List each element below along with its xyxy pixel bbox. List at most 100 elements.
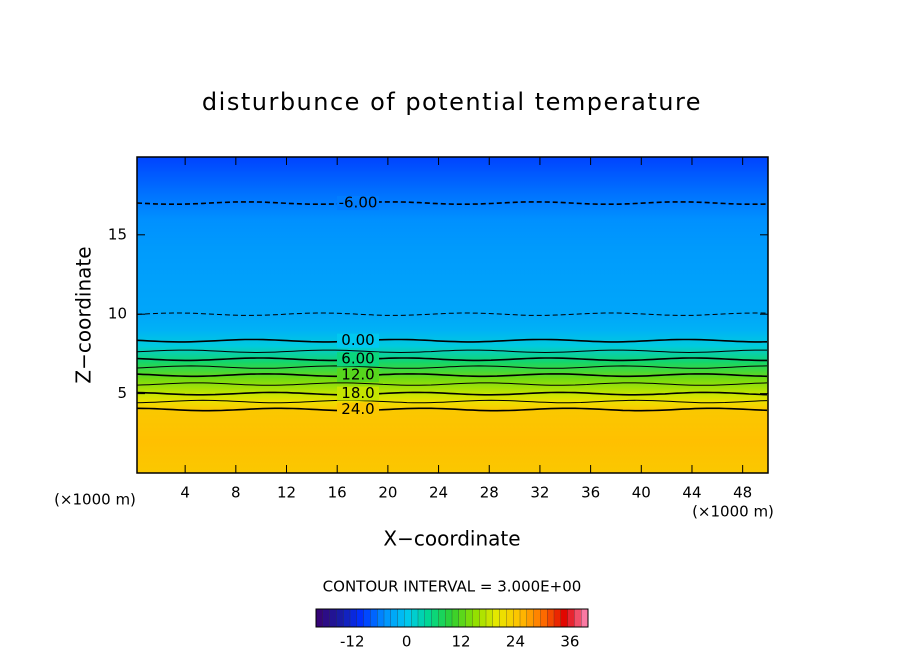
colorbar-tick-label: 0 — [402, 633, 412, 651]
contour-label: -6.00 — [339, 194, 378, 212]
field-band — [137, 330, 768, 347]
colorbar-cell — [363, 608, 371, 628]
colorbar-cell — [411, 608, 419, 628]
y-tick-label: 10 — [108, 305, 127, 323]
x-tick-label: 4 — [180, 484, 190, 502]
colorbar-tick-label: 36 — [560, 633, 579, 651]
colorbar-cell — [356, 608, 365, 628]
field-band — [137, 401, 768, 410]
contour-line — [136, 365, 768, 369]
colorbar-cell — [567, 608, 575, 628]
colorbar-cell — [377, 608, 385, 628]
colorbar-cell — [315, 608, 324, 628]
colorbar-cell — [404, 608, 412, 628]
colorbar-cell — [492, 608, 501, 628]
colorbar-cell — [553, 608, 562, 628]
colorbar-cell — [336, 608, 344, 628]
contour-label: 6.00 — [341, 350, 374, 368]
contour-line — [136, 349, 767, 354]
colorbar-cell — [458, 608, 467, 628]
x-tick-label: 36 — [581, 484, 600, 502]
x-unit: (×1000 m) — [692, 503, 774, 521]
colorbar-cell — [533, 608, 541, 628]
contour-interval: CONTOUR INTERVAL = 3.000E+00 — [323, 578, 582, 596]
plot-frame — [136, 156, 769, 474]
x-tick-label: 20 — [378, 484, 397, 502]
colorbar-cell — [438, 608, 446, 628]
x-tick-label: 16 — [328, 484, 347, 502]
field-band — [137, 441, 768, 474]
field-band — [137, 409, 768, 442]
x-tick-label: 32 — [530, 484, 549, 502]
x-tick-label: 8 — [231, 484, 241, 502]
colorbar-cell — [574, 608, 582, 628]
colorbar-cell — [485, 608, 494, 628]
field-band — [137, 218, 768, 252]
colorbar-cell — [383, 608, 392, 628]
colorbar-cell — [451, 608, 460, 628]
chart-title: disturbunce of potential temperature — [202, 88, 702, 116]
contour-label: 24.0 — [341, 400, 374, 418]
colorbar-cell — [581, 608, 589, 628]
x-tick-label: 40 — [632, 484, 651, 502]
contour-line — [136, 312, 768, 316]
colorbar-cell — [431, 608, 439, 628]
x-tick-label: 28 — [480, 484, 499, 502]
colorbar-cell — [465, 608, 473, 628]
contour-label: 0.00 — [341, 331, 374, 349]
colorbar-cell — [445, 608, 453, 628]
colorbar-cell — [329, 608, 337, 628]
colorbar-cell — [343, 608, 351, 628]
colorbar-cell — [540, 608, 548, 628]
colorbar-cell — [513, 608, 521, 628]
colorbar-cell — [417, 608, 426, 628]
y-unit: (×1000 m) — [54, 491, 136, 509]
contour-line — [136, 391, 768, 396]
x-tick-label: 44 — [682, 484, 701, 502]
colorbar-cell — [506, 608, 514, 628]
contour-line — [136, 201, 768, 205]
field-band — [137, 157, 768, 172]
field-band — [137, 282, 768, 315]
contour-label: 12.0 — [341, 366, 374, 384]
colorbar-frame — [315, 608, 589, 628]
x-tick-label: 12 — [277, 484, 296, 502]
colorbar-cell — [526, 608, 535, 628]
y-axis-label: Z−coordinate — [72, 246, 96, 383]
y-tick-label: 5 — [117, 384, 127, 402]
contour-line — [136, 407, 768, 412]
colorbar-cell — [560, 608, 569, 628]
colorbar-cell — [349, 608, 358, 628]
field-band — [137, 187, 768, 204]
field-band — [137, 171, 768, 188]
colorbar-tick-label: 12 — [452, 633, 471, 651]
field-band — [137, 377, 768, 395]
colorbar-cell — [397, 608, 405, 628]
contour-line — [136, 338, 768, 343]
x-tick-label: 48 — [733, 484, 752, 502]
field-band — [137, 393, 768, 403]
colorbar-cell — [424, 608, 433, 628]
colorbar-cell — [390, 608, 399, 628]
colorbar-tick-label: -12 — [340, 633, 365, 651]
contour-line — [136, 382, 768, 386]
field-band — [137, 203, 768, 220]
x-axis-label: X−coordinate — [383, 527, 520, 551]
colorbar-cell — [370, 608, 378, 628]
colorbar-cell — [479, 608, 487, 628]
contour-line — [136, 399, 768, 404]
contour-label: 18.0 — [341, 384, 374, 402]
colorbar-cell — [547, 608, 555, 628]
colorbar-cell — [499, 608, 507, 628]
x-tick-label: 24 — [429, 484, 448, 502]
field-band — [137, 250, 768, 283]
colorbar-cell — [519, 608, 528, 628]
contour-line — [136, 373, 768, 378]
colorbar-cell — [472, 608, 480, 628]
contour-line — [136, 357, 767, 362]
colorbar-cell — [322, 608, 331, 628]
y-tick-label: 15 — [108, 225, 127, 243]
field-band — [137, 314, 768, 331]
colorbar-tick-label: 24 — [506, 633, 525, 651]
